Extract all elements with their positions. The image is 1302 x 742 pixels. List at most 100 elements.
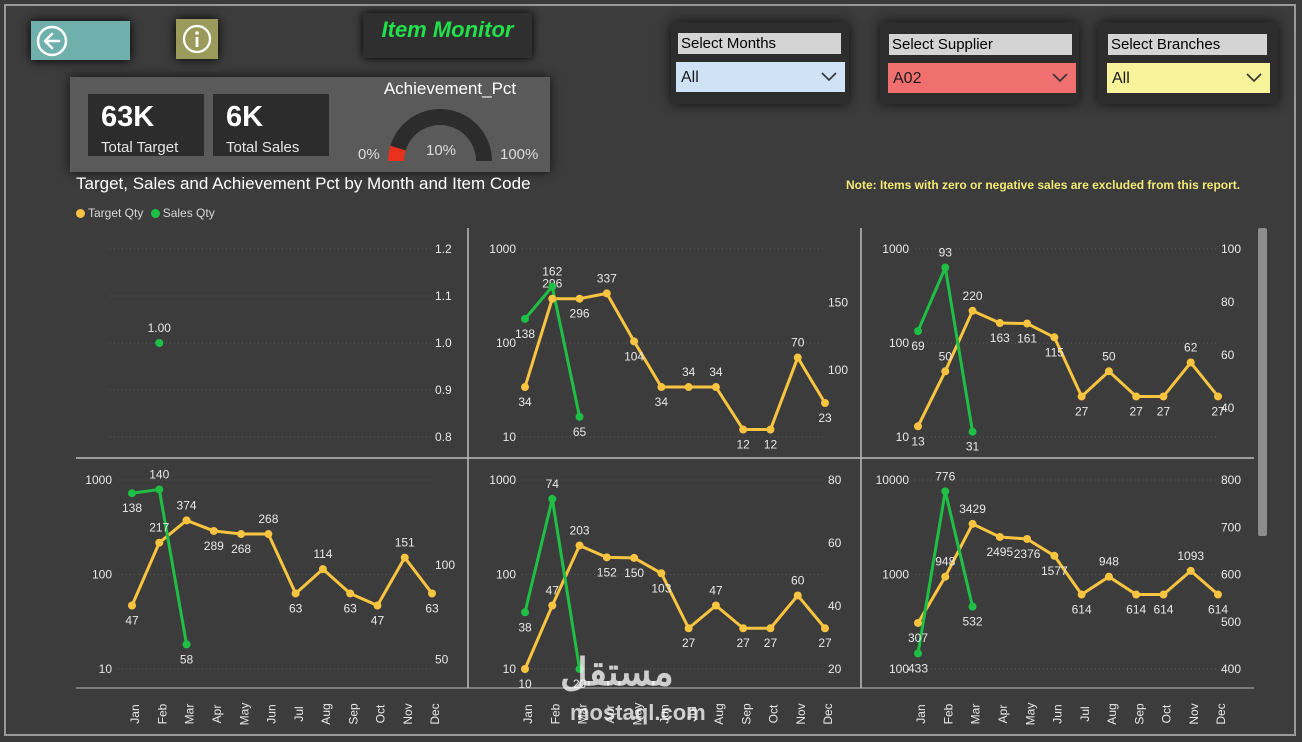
target-point [182, 516, 191, 525]
legend-sales-marker [150, 209, 160, 218]
y-axis-right-tick: 60 [1221, 348, 1235, 362]
target-data-label: 27 [1211, 404, 1225, 418]
x-axis-month-label: Jun [265, 704, 279, 723]
y-axis-left-tick: 10 [503, 430, 517, 444]
chevron-down-icon [1052, 73, 1068, 83]
y-axis-right-tick: 1.2 [435, 242, 452, 256]
y-axis-right-tick: 100 [435, 558, 455, 572]
y-axis-left-tick: 100 [496, 568, 516, 582]
target-point [237, 530, 246, 539]
target-point [1214, 392, 1222, 401]
vertical-scrollbar[interactable] [1258, 228, 1267, 536]
target-point [821, 624, 829, 633]
sales-point [941, 263, 950, 272]
legend-sales-label[interactable]: Sales Qty [162, 206, 215, 220]
y-axis-right-tick: 40 [1221, 401, 1235, 415]
sales-data-label: 532 [963, 615, 983, 629]
report-note: Note: Items with zero or negative sales … [846, 178, 1241, 192]
x-axis-month-label: Dec [1214, 703, 1228, 724]
target-series-line [916, 522, 1219, 624]
y-axis-left-tick: 10 [99, 662, 113, 676]
target-data-label: 12 [737, 438, 751, 452]
target-data-label: 1093 [1177, 549, 1204, 563]
target-series-line [523, 291, 827, 432]
x-axis-month-label: Dec [428, 703, 442, 724]
info-button[interactable] [176, 19, 218, 59]
target-point [968, 519, 977, 528]
target-data-label: 34 [709, 365, 723, 379]
total-sales-label: Total Sales [226, 139, 300, 156]
x-axis-month-label: Aug [319, 703, 333, 724]
target-data-label: 163 [990, 331, 1010, 345]
x-axis-month-label: Jul [292, 706, 306, 721]
branches-dropdown[interactable]: All [1107, 63, 1270, 93]
y-axis-left-tick: 100 [889, 662, 909, 676]
target-data-label: 27 [764, 636, 778, 650]
x-axis-month-label: May [630, 703, 644, 726]
sales-point [182, 640, 191, 649]
target-data-label: 104 [624, 349, 644, 363]
target-point [209, 526, 218, 535]
y-axis-right-tick: 80 [1221, 295, 1235, 309]
target-data-label: 268 [231, 542, 251, 556]
target-data-label: 161 [1017, 332, 1037, 346]
sales-data-label: 162 [542, 265, 562, 279]
target-series-line [130, 518, 434, 607]
target-data-label: 948 [1099, 555, 1119, 569]
target-data-label: 34 [518, 395, 532, 409]
y-axis-right-tick: 1.0 [435, 336, 452, 350]
x-axis-month-label: Sep [739, 703, 753, 725]
target-data-label: 63 [289, 601, 303, 615]
supplier-dropdown[interactable]: A02 [888, 63, 1076, 93]
sales-data-label: 20 [573, 677, 587, 691]
target-point [1132, 392, 1141, 401]
x-axis-month-label: Dec [821, 703, 835, 724]
legend-target-marker [76, 209, 85, 218]
target-point [739, 624, 748, 633]
sales-data-label: 433 [908, 661, 928, 675]
target-point [128, 601, 136, 610]
y-axis-left-tick: 1000 [882, 568, 909, 582]
y-axis-right-tick: 0.9 [435, 383, 452, 397]
target-data-label: 268 [258, 512, 278, 526]
y-axis-right-tick: 100 [828, 363, 848, 377]
y-axis-left-tick: 100 [92, 568, 112, 582]
back-button[interactable] [31, 21, 130, 60]
target-data-label: 27 [818, 636, 832, 650]
x-axis-month-label: Jan [914, 704, 928, 723]
target-point [657, 569, 666, 578]
target-data-label: 337 [597, 271, 617, 285]
x-axis-month-label: Apr [603, 705, 617, 724]
x-axis-month-label: Aug [712, 703, 726, 724]
target-data-label: 47 [546, 583, 560, 597]
x-axis-month-label: Sep [346, 703, 360, 725]
target-point [1186, 358, 1195, 367]
legend-target-label[interactable]: Target Qty [88, 206, 144, 220]
y-axis-right-tick: 400 [1221, 662, 1241, 676]
y-axis-left-tick: 1000 [489, 242, 516, 256]
target-data-label: 62 [1184, 341, 1198, 355]
target-point [995, 532, 1004, 541]
x-axis-month-label: Sep [1132, 703, 1146, 725]
sales-data-label: 776 [935, 469, 955, 483]
target-data-label: 307 [908, 631, 928, 645]
chevron-down-icon [1246, 73, 1262, 83]
target-data-label: 47 [371, 613, 385, 627]
report-title-box: Item Monitor [363, 13, 532, 58]
months-dropdown[interactable]: All [676, 62, 845, 92]
x-axis-month-label: Feb [548, 703, 562, 724]
target-point [914, 618, 922, 627]
watermark-arabic: مستقل [560, 652, 674, 694]
y-axis-left-tick: 100 [889, 336, 909, 350]
gauge-max-label: 100% [500, 146, 539, 163]
target-point [373, 601, 382, 610]
target-data-label: 115 [1045, 345, 1064, 359]
target-data-label: 151 [395, 536, 415, 550]
x-axis-month-label: Oct [374, 704, 388, 723]
target-point [684, 624, 693, 633]
target-point [548, 601, 557, 610]
target-data-label: 50 [1102, 349, 1116, 363]
target-point [739, 425, 748, 434]
gauge-min-label: 0% [358, 146, 380, 163]
sales-point [128, 489, 136, 498]
